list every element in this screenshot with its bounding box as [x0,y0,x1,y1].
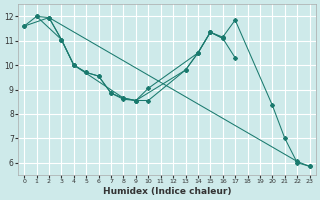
X-axis label: Humidex (Indice chaleur): Humidex (Indice chaleur) [103,187,231,196]
